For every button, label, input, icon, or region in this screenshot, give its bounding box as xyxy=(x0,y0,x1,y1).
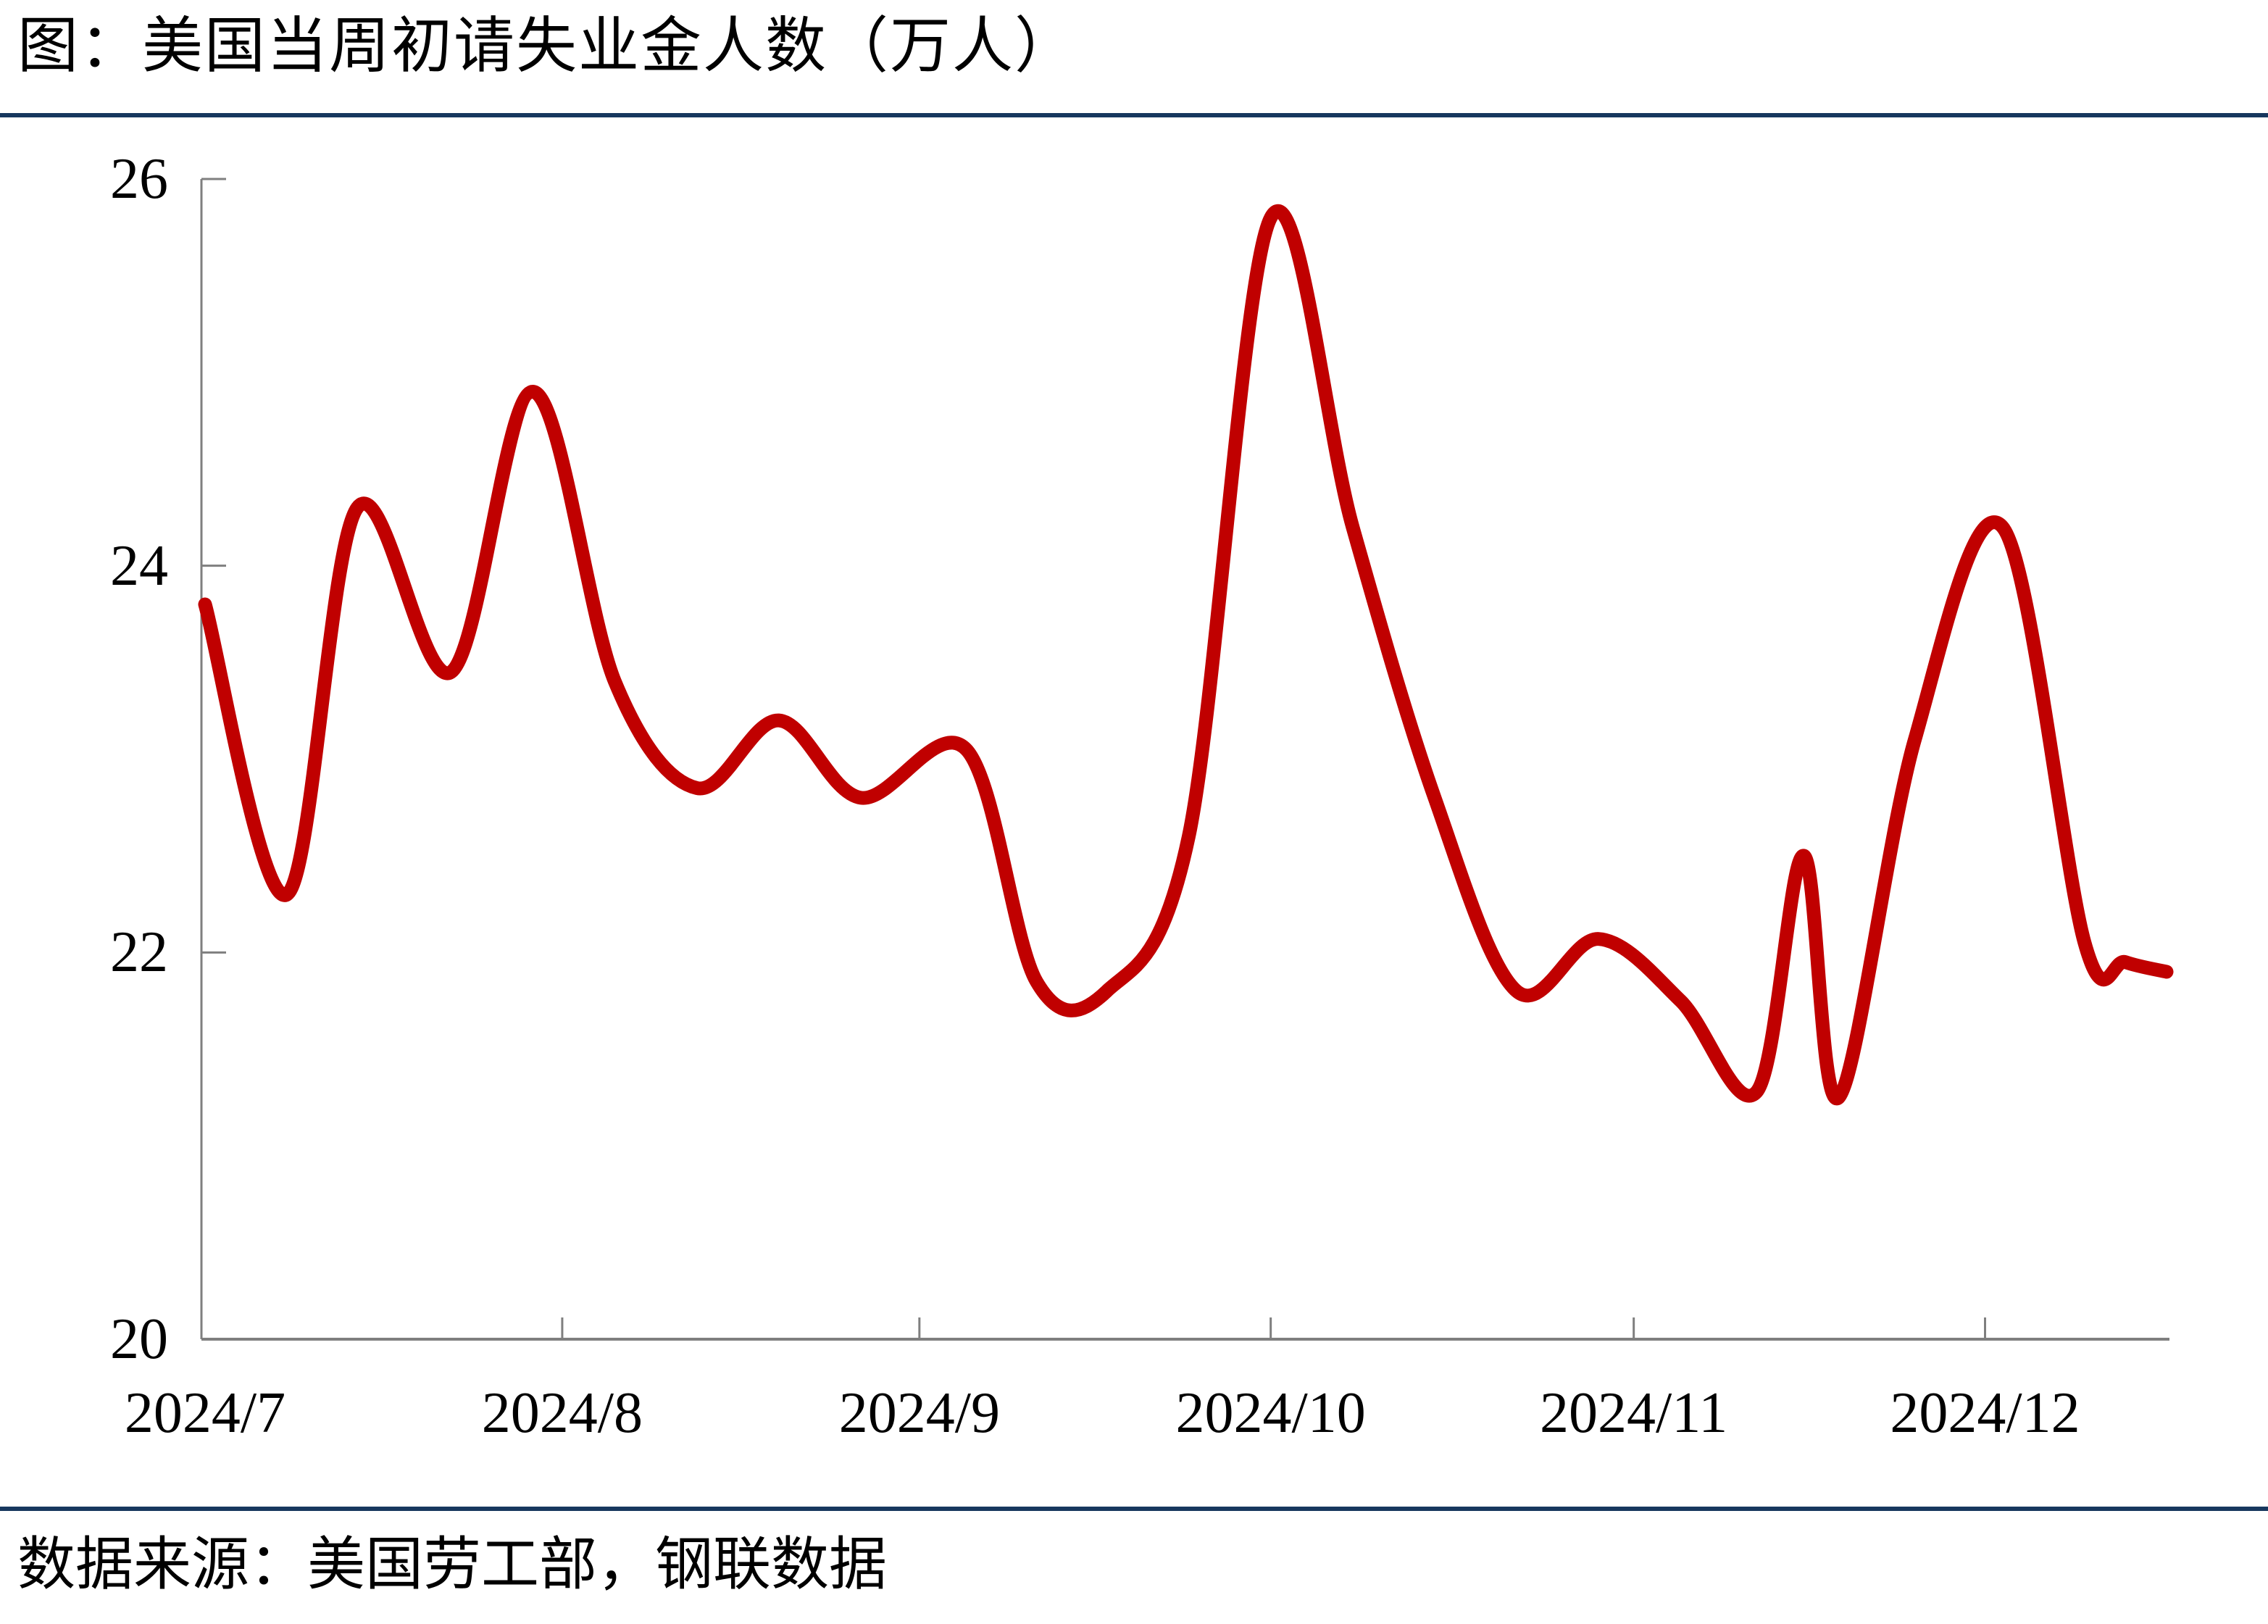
data-line xyxy=(198,204,2174,1106)
x-tick-label: 2024/8 xyxy=(481,1381,643,1445)
x-tick-label: 2024/10 xyxy=(1175,1381,1366,1445)
y-tick-label: 22 xyxy=(110,920,168,985)
y-tick-label: 26 xyxy=(110,147,168,211)
x-tick-label: 2024/11 xyxy=(1540,1381,1728,1445)
x-tick-label: 2024/9 xyxy=(838,1381,1000,1445)
x-tick-label: 2024/7 xyxy=(124,1381,286,1445)
top-divider xyxy=(0,113,2268,117)
chart-title: 图：美国当周初请失业金人数（万人） xyxy=(17,13,1077,80)
bottom-divider xyxy=(0,1507,2268,1511)
source-note: 数据来源：美国劳工部，钢联数据 xyxy=(17,1533,887,1597)
y-tick-label: 20 xyxy=(110,1307,168,1371)
axes xyxy=(200,178,2169,1341)
y-tick-label: 24 xyxy=(110,533,168,598)
x-tick-label: 2024/12 xyxy=(1890,1381,2080,1445)
